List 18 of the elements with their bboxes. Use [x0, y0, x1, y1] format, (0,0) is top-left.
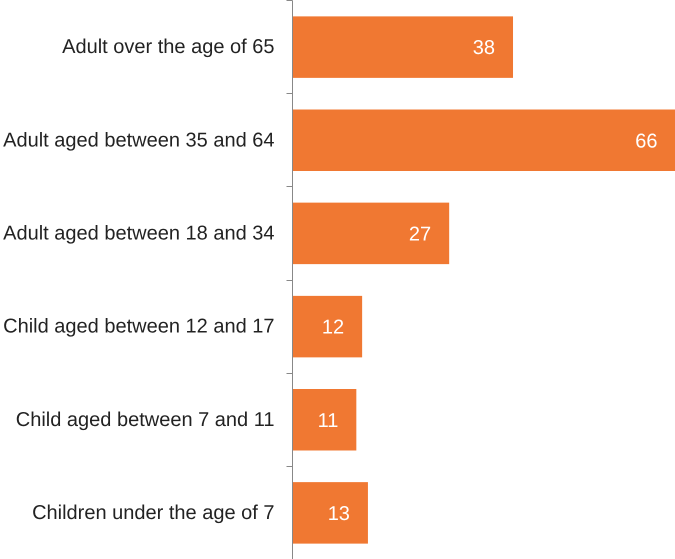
data-label: 12	[322, 316, 344, 339]
data-label: 38	[472, 37, 496, 60]
bar	[292, 110, 675, 171]
data-label: 11	[318, 410, 338, 432]
data-label: 13	[328, 502, 350, 525]
y-tick-label: Child aged between 12 and 17	[3, 316, 274, 338]
y-tick-label: Adult over the age of 65	[62, 36, 274, 58]
bar	[292, 202, 450, 264]
y-tick-label: Child aged between 7 and 11	[16, 408, 275, 431]
bar	[292, 482, 368, 544]
data-label: 27	[408, 223, 432, 246]
bar	[292, 389, 356, 450]
bar	[292, 296, 362, 358]
y-tick-label: Adult aged between 35 and 64	[3, 129, 275, 152]
data-label: 66	[635, 130, 658, 152]
y-tick-label: Children under the age of 7	[32, 502, 275, 524]
y-tick-label: Adult aged between 18 and 34	[3, 222, 275, 244]
bar	[292, 16, 514, 78]
